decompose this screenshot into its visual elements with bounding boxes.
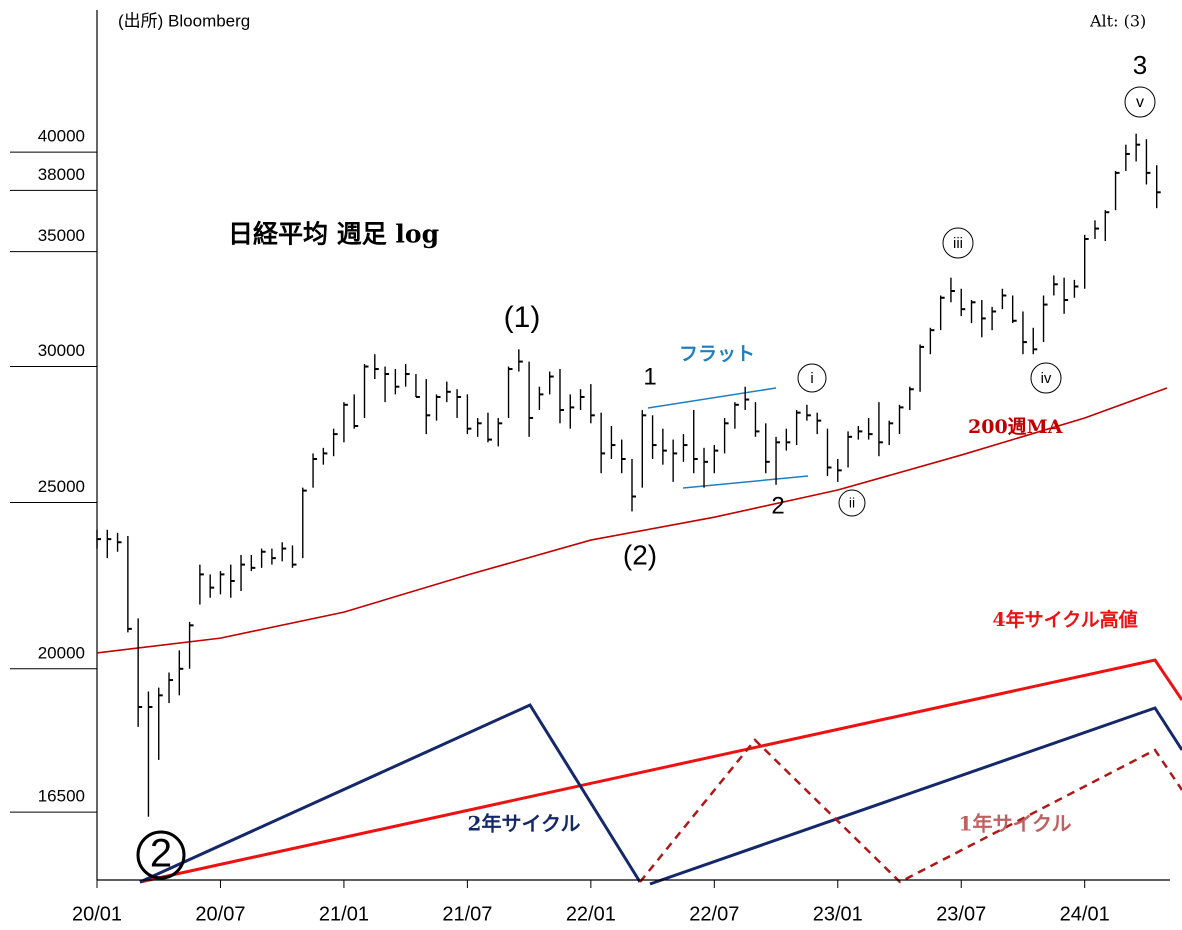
annotation: 4年サイクル高値 — [992, 608, 1137, 631]
two-year-cycle — [649, 706, 1182, 886]
two-year-cycle — [139, 703, 642, 884]
y-tick-label: 25000 — [38, 477, 85, 496]
annotation: ii — [849, 495, 855, 511]
annotation: フラット — [679, 343, 755, 365]
annotation: (1) — [504, 301, 541, 334]
annotation-circle — [1124, 86, 1156, 118]
x-tick-label: 21/01 — [319, 903, 369, 925]
annotation-circle — [1030, 362, 1062, 394]
x-tick-label: 23/07 — [936, 903, 986, 925]
y-tick-label: 20000 — [38, 643, 85, 662]
annotation: iv — [1041, 370, 1052, 387]
x-tick-label: 22/07 — [689, 903, 739, 925]
x-tick-label: 21/07 — [442, 903, 492, 925]
chart-title: 日経平均 週足 log — [228, 220, 439, 249]
ma-line — [96, 387, 1168, 654]
y-tick-label: 38000 — [38, 165, 85, 184]
annotation: i — [810, 370, 813, 387]
annotation-circle — [942, 227, 974, 259]
cycle-lines — [139, 387, 1182, 886]
annotation: 1 — [643, 363, 656, 390]
alt-label: Alt: (3) — [1089, 12, 1146, 31]
annotation: iii — [953, 235, 963, 252]
x-tick-label: 20/01 — [72, 903, 122, 925]
annotation: v — [1136, 94, 1144, 111]
y-tick-label: 30000 — [38, 341, 85, 360]
annotation: (2) — [623, 539, 657, 570]
y-tick-label: 16500 — [38, 787, 85, 806]
four-year-cycle — [139, 658, 1182, 884]
ma-label: 200週MA — [968, 416, 1063, 438]
annotation: 2 — [150, 832, 172, 876]
annotation: 2年サイクル — [468, 812, 581, 836]
annotation: 3 — [1133, 50, 1147, 80]
annotation: 2 — [771, 492, 784, 519]
y-tick-label: 35000 — [38, 226, 85, 245]
x-tick-label: 20/07 — [195, 903, 245, 925]
source: (出所) Bloomberg — [118, 11, 250, 30]
annotation-circle — [797, 363, 827, 393]
flat-channel — [647, 387, 777, 409]
annotation-circle — [136, 830, 186, 880]
x-tick-label: 24/01 — [1060, 903, 1110, 925]
flat-channel — [682, 475, 809, 489]
annotation: 1年サイクル — [959, 812, 1072, 836]
one-year-cycle — [639, 738, 1182, 884]
annotation-circle — [838, 489, 866, 517]
y-tick-label: 40000 — [38, 127, 85, 146]
x-tick-label: 23/01 — [813, 903, 863, 925]
x-tick-label: 22/01 — [566, 903, 616, 925]
